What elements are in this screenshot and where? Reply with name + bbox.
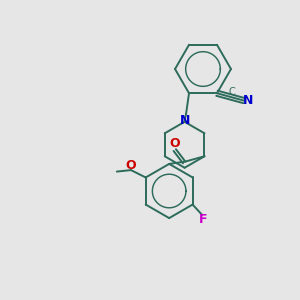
Text: C: C	[228, 87, 235, 98]
Text: F: F	[199, 213, 208, 226]
Text: O: O	[125, 159, 136, 172]
Text: N: N	[243, 94, 254, 107]
Text: O: O	[169, 137, 180, 150]
Text: N: N	[179, 114, 190, 127]
